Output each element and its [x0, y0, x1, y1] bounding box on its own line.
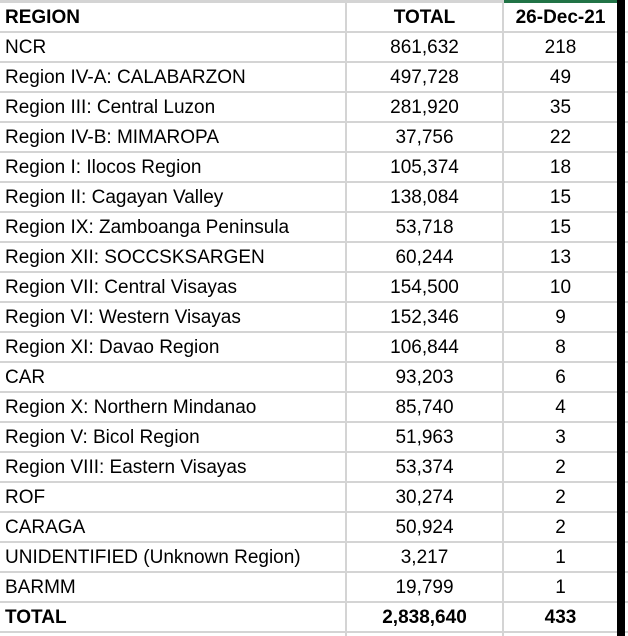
- cell-total[interactable]: 497,728: [347, 63, 504, 91]
- table-row: BARMM 19,799 1: [0, 573, 628, 603]
- cell-total[interactable]: 53,718: [347, 213, 504, 241]
- cell-new-cases[interactable]: 15: [549, 186, 572, 208]
- header-cell-total[interactable]: TOTAL: [347, 3, 504, 31]
- cell-region[interactable]: Region III: Central Luzon: [0, 93, 347, 121]
- cell-new-cases[interactable]: 1: [555, 546, 566, 568]
- header-cell-region[interactable]: REGION: [0, 3, 347, 31]
- cell-region[interactable]: Region XII: SOCCSKSARGEN: [0, 243, 347, 271]
- total-row-total[interactable]: 2,838,640: [347, 603, 504, 631]
- header-cell-date[interactable]: 26-Dec-21: [515, 6, 606, 28]
- cell-region[interactable]: ROF: [0, 483, 347, 511]
- cell-total[interactable]: 152,346: [347, 303, 504, 331]
- cell-new-cases[interactable]: 3: [555, 426, 566, 448]
- cell-new-cases[interactable]: 35: [549, 96, 572, 118]
- cell-region[interactable]: Region IV-B: MIMAROPA: [0, 123, 347, 151]
- cell-region[interactable]: Region V: Bicol Region: [0, 423, 347, 451]
- table-row: Region IX: Zamboanga Peninsula 53,718 15: [0, 213, 628, 243]
- cell-total[interactable]: 106,844: [347, 333, 504, 361]
- cell-new-cases[interactable]: 13: [549, 246, 572, 268]
- table-row: Region V: Bicol Region 51,963 3: [0, 423, 628, 453]
- cell-region[interactable]: Region IV-A: CALABARZON: [0, 63, 347, 91]
- cell-region[interactable]: Region X: Northern Mindanao: [0, 393, 347, 421]
- cell-total[interactable]: 53,374: [347, 453, 504, 481]
- cell-region[interactable]: BARMM: [0, 573, 347, 601]
- cell-new-cases[interactable]: 49: [549, 66, 572, 88]
- partial-next-row: [0, 633, 628, 636]
- table-row: Region I: Ilocos Region 105,374 18: [0, 153, 628, 183]
- table-row: ROF 30,274 2: [0, 483, 628, 513]
- cell-total[interactable]: 861,632: [347, 33, 504, 61]
- cell-region[interactable]: Region VIII: Eastern Visayas: [0, 453, 347, 481]
- table-row: CARAGA 50,924 2: [0, 513, 628, 543]
- cell-new-cases[interactable]: 2: [555, 486, 566, 508]
- cell-region[interactable]: CAR: [0, 363, 347, 391]
- cell-total[interactable]: 105,374: [347, 153, 504, 181]
- table-row: Region VI: Western Visayas 152,346 9: [0, 303, 628, 333]
- cell-new-cases[interactable]: 18: [549, 156, 572, 178]
- cell-region[interactable]: NCR: [0, 33, 347, 61]
- total-row: TOTAL 2,838,640 433: [0, 603, 628, 633]
- cell-new-cases[interactable]: 8: [555, 336, 566, 358]
- cell-total[interactable]: 60,244: [347, 243, 504, 271]
- cell-new-cases[interactable]: 2: [555, 456, 566, 478]
- cell-total[interactable]: 93,203: [347, 363, 504, 391]
- cell-new-cases[interactable]: 22: [549, 126, 572, 148]
- cell-new-cases[interactable]: 4: [555, 396, 566, 418]
- header-row: REGION TOTAL 26-Dec-21: [0, 3, 628, 33]
- cell-region[interactable]: Region XI: Davao Region: [0, 333, 347, 361]
- table-row: Region X: Northern Mindanao 85,740 4: [0, 393, 628, 423]
- total-row-new-cases[interactable]: 433: [544, 606, 577, 628]
- cell-region[interactable]: Region VI: Western Visayas: [0, 303, 347, 331]
- cell-total[interactable]: 281,920: [347, 93, 504, 121]
- cell-region[interactable]: Region VII: Central Visayas: [0, 273, 347, 301]
- total-row-label[interactable]: TOTAL: [0, 603, 347, 631]
- table-body: NCR 861,632 218 Region IV-A: CALABARZON 497,…: [0, 33, 628, 603]
- cell-total[interactable]: 154,500: [347, 273, 504, 301]
- cell-new-cases[interactable]: 10: [549, 276, 572, 298]
- cell-region[interactable]: Region IX: Zamboanga Peninsula: [0, 213, 347, 241]
- cell-region[interactable]: Region II: Cagayan Valley: [0, 183, 347, 211]
- table-row: NCR 861,632 218: [0, 33, 628, 63]
- table-row: Region III: Central Luzon 281,920 35: [0, 93, 628, 123]
- cell-total[interactable]: 19,799: [347, 573, 504, 601]
- cell-new-cases[interactable]: 2: [555, 516, 566, 538]
- cell-region[interactable]: CARAGA: [0, 513, 347, 541]
- cell-new-cases[interactable]: 6: [555, 366, 566, 388]
- cell-total[interactable]: 51,963: [347, 423, 504, 451]
- cell-total[interactable]: 50,924: [347, 513, 504, 541]
- table-row: Region XI: Davao Region 106,844 8: [0, 333, 628, 363]
- cell-region[interactable]: Region I: Ilocos Region: [0, 153, 347, 181]
- cell-new-cases[interactable]: 9: [555, 306, 566, 328]
- cell-new-cases[interactable]: 218: [544, 36, 577, 58]
- cell-region[interactable]: UNIDENTIFIED (Unknown Region): [0, 543, 347, 571]
- right-edge-bar: [617, 0, 625, 636]
- table-row: Region IV-B: MIMAROPA 37,756 22: [0, 123, 628, 153]
- table-row: Region II: Cagayan Valley 138,084 15: [0, 183, 628, 213]
- table-row: Region XII: SOCCSKSARGEN 60,244 13: [0, 243, 628, 273]
- selection-top-border: [504, 0, 617, 3]
- table-row: Region VIII: Eastern Visayas 53,374 2: [0, 453, 628, 483]
- table-row: Region VII: Central Visayas 154,500 10: [0, 273, 628, 303]
- cell-new-cases[interactable]: 1: [555, 576, 566, 598]
- cell-total[interactable]: 85,740: [347, 393, 504, 421]
- table-row: Region IV-A: CALABARZON 497,728 49: [0, 63, 628, 93]
- cell-total[interactable]: 37,756: [347, 123, 504, 151]
- cell-new-cases[interactable]: 15: [549, 216, 572, 238]
- cell-total[interactable]: 3,217: [347, 543, 504, 571]
- table-row: UNIDENTIFIED (Unknown Region) 3,217 1: [0, 543, 628, 573]
- top-border-gray: [0, 0, 504, 3]
- table-row: CAR 93,203 6: [0, 363, 628, 393]
- cell-total[interactable]: 138,084: [347, 183, 504, 211]
- cell-total[interactable]: 30,274: [347, 483, 504, 511]
